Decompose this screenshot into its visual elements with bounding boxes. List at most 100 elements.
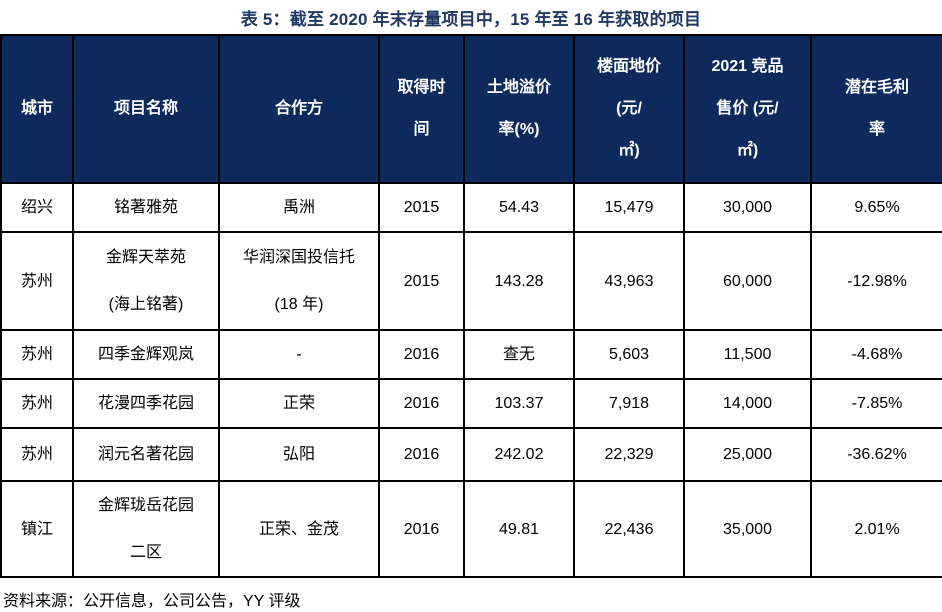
table-cell: 苏州 <box>0 378 74 429</box>
table-cell-line: 103.37 <box>494 395 544 412</box>
column-header-line: 潜在毛利 <box>844 79 909 96</box>
table-cell: 143.28 <box>463 231 575 331</box>
column-header: 楼面地价 (元/ ㎡) <box>573 34 685 184</box>
table-cell: 2015 <box>378 182 465 233</box>
table-cell: 绍兴 <box>0 182 74 233</box>
table-cell: 苏州 <box>0 427 74 482</box>
table-cell-line: 镇江 <box>20 520 53 538</box>
table-cell-line: 242.02 <box>494 446 544 463</box>
table-cell: 铭著雅苑 <box>72 182 220 233</box>
table-cell: 苏州 <box>0 231 74 331</box>
column-header-line: 间 <box>413 121 430 138</box>
table-cell-line: 35,000 <box>723 520 772 538</box>
table-cell-line: 143.28 <box>494 272 544 290</box>
table-cell: 30,000 <box>683 182 812 233</box>
column-header-line: 合作方 <box>274 100 323 117</box>
table-cell-line: 四季金辉观岚 <box>97 346 194 363</box>
table-cell-line: 正荣 <box>282 395 315 412</box>
table-cell: 22,329 <box>573 427 685 482</box>
table-cell-line: 苏州 <box>20 272 53 290</box>
table-cell-line: 苏州 <box>20 346 53 363</box>
table-cell-line: 查无 <box>502 346 535 363</box>
table-cell: 35,000 <box>683 480 812 578</box>
column-header-line: 2021 竞品 <box>711 58 784 75</box>
table-cell: 15,479 <box>573 182 685 233</box>
table-cell: 四季金辉观岚 <box>72 329 220 380</box>
table-row: 镇江 金辉珑岳花园 二区 正荣、金茂 2016 49.81 22,436 35,000 2.01… <box>0 480 942 578</box>
source-note: 资料来源：公开信息，公司公告，YY 评级 <box>3 593 301 610</box>
table-cell: 镇江 <box>0 480 74 578</box>
table-cell-line: 2016 <box>403 395 440 412</box>
table-cell: 润元名著花园 <box>72 427 220 482</box>
table-cell-line: 正荣、金茂 <box>258 520 339 538</box>
table-cell: 25,000 <box>683 427 812 482</box>
table-cell: -7.85% <box>810 378 942 429</box>
table-cell: 弘阳 <box>218 427 380 482</box>
column-header: 取得时间 <box>378 34 465 184</box>
table-cell-line: 2015 <box>403 272 440 290</box>
column-header: 潜在毛利率 <box>810 34 942 184</box>
table-cell-line: (18 年) <box>274 296 324 313</box>
table-cell-line: 禹洲 <box>282 199 315 216</box>
table-row: 苏州 润元名著花园 弘阳 2016 242.02 22,329 25,000 -36.62% <box>0 427 942 482</box>
table-cell-line: 苏州 <box>20 395 53 412</box>
table-cell-line: 二区 <box>129 544 162 561</box>
table-cell-line: 25,000 <box>723 446 772 463</box>
table-cell-line: 金辉珑岳花园 <box>97 497 194 514</box>
table-cell: 华润深国投信托 (18 年) <box>218 231 380 331</box>
table-cell-line: 苏州 <box>20 446 53 463</box>
column-header: 2021 竞品 售价 (元/ ㎡) <box>683 34 812 184</box>
table-cell: 金辉珑岳花园 二区 <box>72 480 220 578</box>
table-cell: 金辉天萃苑 (海上铭著) <box>72 231 220 331</box>
table-cell-line: 60,000 <box>723 272 772 290</box>
table-cell-line: 30,000 <box>723 199 772 216</box>
table-cell: 查无 <box>463 329 575 380</box>
table-cell: - <box>218 329 380 380</box>
table-cell: 5,603 <box>573 329 685 380</box>
column-header-line: (元/ <box>616 100 642 117</box>
table-cell: 43,963 <box>573 231 685 331</box>
table-cell: 103.37 <box>463 378 575 429</box>
table-cell: -36.62% <box>810 427 942 482</box>
table-cell-line: -7.85% <box>851 395 903 412</box>
projects-table: 城市 项目名称 合作方 取得时间土地溢价 率(%) 楼面地价 (元/㎡) 2021 竞品 售价 … <box>0 34 942 578</box>
table-cell-line: 花漫四季花园 <box>97 395 194 412</box>
table-cell-line: 15,479 <box>604 199 654 216</box>
table-cell-line: 14,000 <box>723 395 772 412</box>
table-cell: 7,918 <box>573 378 685 429</box>
table-cell-line: 2015 <box>403 199 440 216</box>
column-header: 城市 <box>0 34 74 184</box>
table-cell-line: 22,329 <box>604 446 654 463</box>
column-header-line: ㎡) <box>736 142 759 159</box>
table-cell-line: 润元名著花园 <box>97 446 194 463</box>
table-cell: 禹洲 <box>218 182 380 233</box>
column-header-line: 率 <box>868 121 885 138</box>
table-cell-line: 弘阳 <box>282 446 315 463</box>
table-cell: 花漫四季花园 <box>72 378 220 429</box>
table-cell-line: 金辉天萃苑 <box>105 249 186 266</box>
table-cell-line: 5,603 <box>608 346 650 363</box>
table-cell-line: 54.43 <box>498 199 540 216</box>
table-cell-line: 49.81 <box>498 520 540 538</box>
table-cell: 9.65% <box>810 182 942 233</box>
table-cell-line: -36.62% <box>847 446 907 463</box>
header-row: 城市 项目名称 合作方 取得时间土地溢价 率(%) 楼面地价 (元/㎡) 2021 竞品 售价 … <box>0 34 942 184</box>
table-row: 苏州 花漫四季花园 正荣 2016 103.37 7,918 14,000 -7.85% <box>0 378 942 429</box>
table-cell-line: (海上铭著) <box>108 296 184 313</box>
table-cell-line: 铭著雅苑 <box>113 199 178 216</box>
column-header-line: 城市 <box>20 100 53 117</box>
table-cell-line: -12.98% <box>847 272 907 290</box>
table-row: 苏州 金辉天萃苑 (海上铭著) 华润深国投信托 (18 年) 2015 143.28 43,9… <box>0 231 942 331</box>
table-row: 苏州 四季金辉观岚 - 2016 查无 5,603 11,500 -4.68% <box>0 329 942 380</box>
table-cell: 54.43 <box>463 182 575 233</box>
table-cell: 14,000 <box>683 378 812 429</box>
table-cell: 2016 <box>378 427 465 482</box>
table-cell: -12.98% <box>810 231 942 331</box>
table-cell: 49.81 <box>463 480 575 578</box>
table-cell-line: - <box>296 346 302 363</box>
table-cell-line: 7,918 <box>608 395 650 412</box>
table-cell-line: 2016 <box>403 346 440 363</box>
table-cell: 242.02 <box>463 427 575 482</box>
table-cell-line: -4.68% <box>851 346 903 363</box>
table-cell-line: 华润深国投信托 <box>242 249 355 266</box>
